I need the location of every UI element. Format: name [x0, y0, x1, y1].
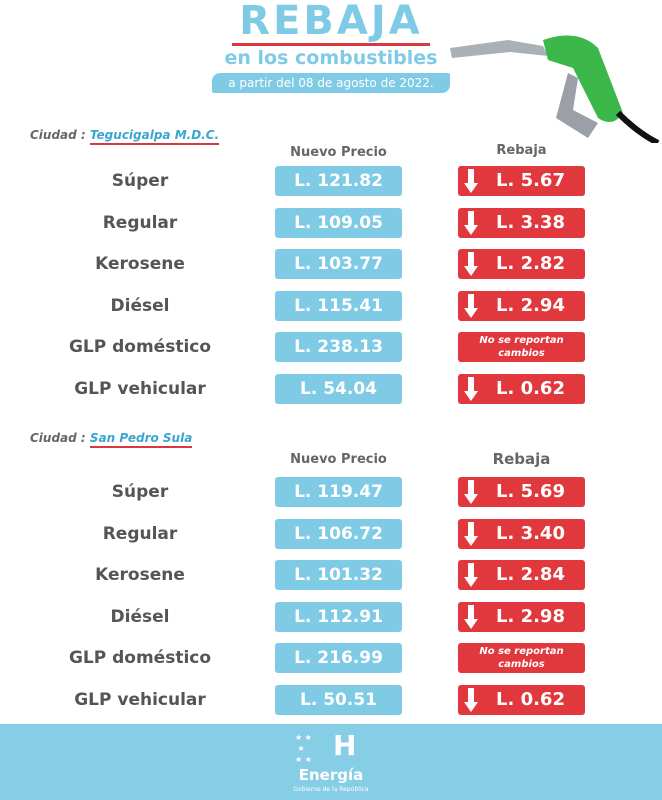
energia-logo: ★ ★ ★ ★ ★ H Energía Gobierno de la Repúbl…: [271, 730, 391, 796]
arrow-down-icon: [464, 480, 478, 504]
discount-value: L. 0.62: [496, 377, 565, 399]
fuel-name: Regular: [102, 212, 178, 233]
new-price: L. 121.82: [275, 166, 402, 196]
discount-badge: L. 2.94: [458, 290, 585, 321]
new-price: L. 54.04: [275, 373, 402, 404]
fuel-name: GLP vehicular: [74, 378, 206, 399]
new-price: L. 106.72: [275, 518, 402, 549]
discount-value: L. 2.82: [496, 253, 565, 274]
arrow-down-icon: [464, 169, 478, 193]
discount-value: L. 0.62: [496, 688, 565, 710]
arrow-down-icon: [464, 252, 478, 276]
arrow-down-icon: [464, 563, 478, 587]
discount-badge: L. 5.69: [458, 477, 585, 507]
fuel-name: GLP doméstico: [68, 648, 212, 668]
new-price: L. 115.41: [275, 290, 402, 321]
fuel-name: Regular: [102, 523, 178, 544]
new-price: L. 101.32: [275, 560, 402, 590]
logo-government: Gobierno de la República: [293, 786, 369, 793]
discount-badge: L. 3.38: [458, 207, 585, 238]
subtitle: en los combustibles: [224, 47, 438, 69]
discount-value: L. 2.98: [496, 605, 565, 627]
discount-badge: L. 0.62: [458, 684, 585, 715]
arrow-down-icon: [464, 293, 478, 318]
new-price: L. 216.99: [275, 643, 402, 673]
logo-letter: H: [333, 729, 357, 762]
fuel-name: Diésel: [110, 295, 170, 316]
no-change-badge: No se reportan cambios: [458, 643, 585, 673]
new-price: L. 112.91: [275, 601, 402, 632]
city-label: Ciudad : San Pedro Sula: [30, 431, 193, 448]
city-label: Ciudad : Tegucigalpa M.D.C.: [30, 128, 220, 145]
fuel-name: Kerosene: [95, 254, 185, 274]
effective-date: a partir del 08 de agosto de 2022.: [212, 73, 450, 93]
city-prefix: Ciudad :: [30, 431, 86, 445]
discount-value: L. 3.38: [496, 211, 565, 233]
discount-header: Rebaja: [496, 143, 547, 158]
no-change-badge: No se reportan cambios: [458, 332, 585, 362]
new-price: L. 238.13: [275, 332, 402, 362]
discount-value: L. 2.84: [496, 564, 565, 585]
new-price-header: Nuevo Precio: [290, 145, 387, 160]
discount-badge: L. 2.84: [458, 560, 585, 590]
arrow-down-icon: [464, 687, 478, 712]
arrow-down-icon: [464, 604, 478, 629]
title: REBAJA: [239, 0, 423, 44]
footer: ★ ★ ★ ★ ★ H Energía Gobierno de la Repúbl…: [0, 724, 662, 800]
discount-badge: L. 0.62: [458, 373, 585, 404]
fuel-name: Kerosene: [95, 565, 185, 585]
arrow-down-icon: [464, 376, 478, 401]
new-price: L. 103.77: [275, 249, 402, 279]
fuel-name: Súper: [111, 171, 169, 191]
discount-value: L. 5.69: [496, 481, 565, 502]
city-prefix: Ciudad :: [30, 128, 86, 142]
city-name: Tegucigalpa M.D.C.: [89, 128, 220, 145]
discount-badge: L. 2.82: [458, 249, 585, 279]
fuel-name: GLP vehicular: [74, 689, 206, 710]
discount-badge: L. 3.40: [458, 518, 585, 549]
arrow-down-icon: [464, 521, 478, 546]
fuel-name: GLP doméstico: [68, 337, 212, 357]
logo-name: Energía: [298, 766, 364, 784]
new-price-header: Nuevo Precio: [290, 452, 387, 467]
discount-badge: L. 5.67: [458, 166, 585, 196]
discount-badge: L. 2.98: [458, 601, 585, 632]
fuel-nozzle-icon: [450, 35, 660, 143]
title-underline: [232, 43, 430, 46]
stars-icon: ★ ★ ★ ★ ★: [295, 733, 312, 764]
city-name: San Pedro Sula: [89, 431, 193, 448]
fuel-name: Diésel: [110, 606, 170, 627]
new-price: L. 109.05: [275, 207, 402, 238]
fuel-name: Súper: [111, 482, 169, 502]
discount-header: Rebaja: [492, 450, 551, 468]
discount-value: L. 2.94: [496, 294, 565, 316]
discount-value: L. 5.67: [496, 170, 565, 191]
discount-value: L. 3.40: [496, 522, 565, 544]
new-price: L. 50.51: [275, 684, 402, 715]
arrow-down-icon: [464, 210, 478, 235]
new-price: L. 119.47: [275, 477, 402, 507]
